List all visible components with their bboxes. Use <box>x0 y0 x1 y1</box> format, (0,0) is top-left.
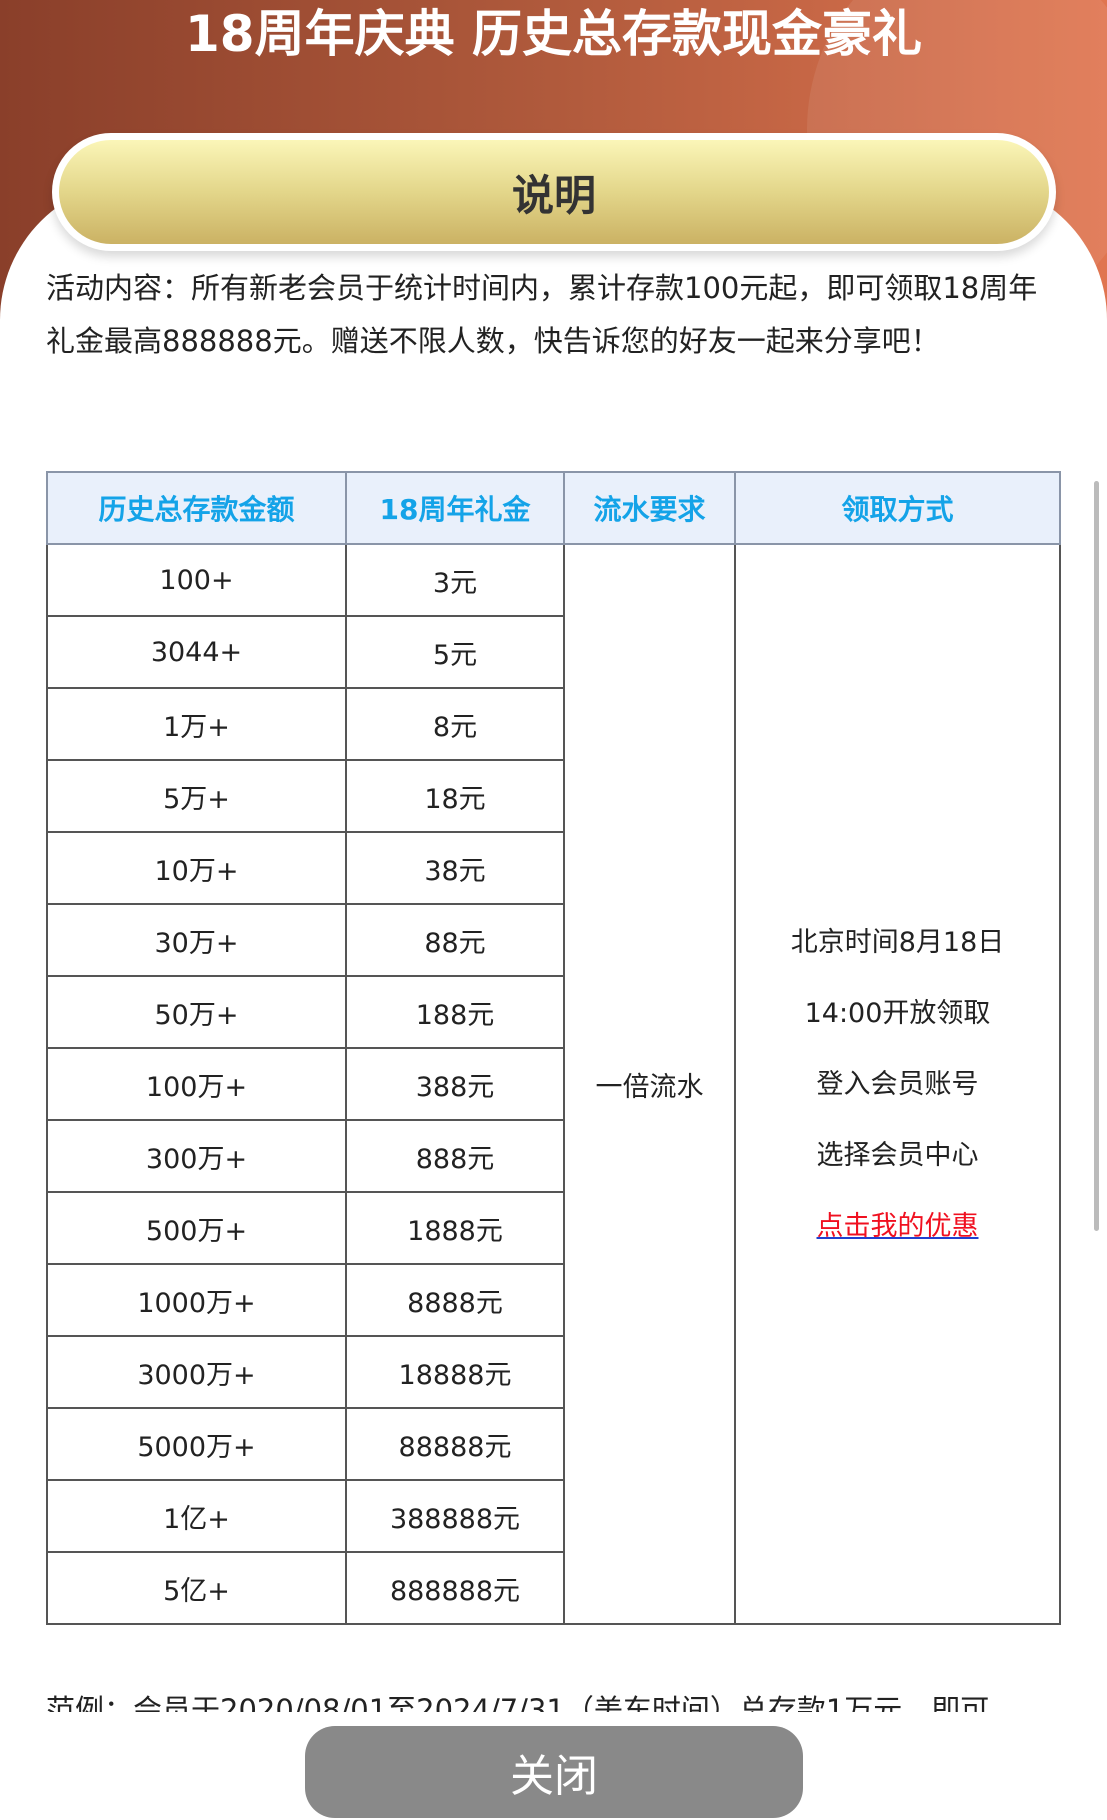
deposit-cell: 100万+ <box>46 1047 347 1121</box>
tab-description[interactable]: 说明 <box>52 133 1056 251</box>
bonus-cell: 3元 <box>345 543 565 617</box>
table-row: 1000万+ 8888元 <box>46 1263 1060 1337</box>
deposit-cell: 5000万+ <box>46 1407 347 1481</box>
table-row: 500万+ 1888元 <box>46 1191 1060 1265</box>
deposit-cell: 500万+ <box>46 1191 347 1265</box>
header-turnover: 流水要求 <box>563 471 736 545</box>
deposit-cell: 100+ <box>46 543 347 617</box>
bonus-cell: 1888元 <box>345 1191 565 1265</box>
bonus-cell: 38元 <box>345 831 565 905</box>
claim-step: 登入会员账号 <box>816 1068 979 1100</box>
table-row: 1亿+ 388888元 <box>46 1479 1060 1553</box>
table-row: 30万+ 88元 <box>46 903 1060 977</box>
table-row: 3044+ 5元 <box>46 615 1060 689</box>
bonus-cell: 88元 <box>345 903 565 977</box>
header-claim: 领取方式 <box>734 471 1061 545</box>
deposit-cell: 5亿+ <box>46 1551 347 1625</box>
deposit-cell: 1000万+ <box>46 1263 347 1337</box>
bonus-cell: 8元 <box>345 687 565 761</box>
page-title: 18周年庆典 历史总存款现金豪礼 <box>185 5 922 63</box>
scrollbar[interactable] <box>1094 481 1099 1231</box>
table-row: 1万+ 8元 <box>46 687 1060 761</box>
bonus-cell: 5元 <box>345 615 565 689</box>
bonus-cell: 888元 <box>345 1119 565 1193</box>
deposit-cell: 300万+ <box>46 1119 347 1193</box>
table-row: 50万+ 188元 <box>46 975 1060 1049</box>
bonus-cell: 18元 <box>345 759 565 833</box>
header-bonus: 18周年礼金 <box>345 471 565 545</box>
deposit-cell: 50万+ <box>46 975 347 1049</box>
deposit-cell: 1万+ <box>46 687 347 761</box>
claim-step: 北京时间8月18日 <box>790 926 1005 958</box>
tab-label: 说明 <box>59 140 1049 244</box>
activity-description: 活动内容：所有新老会员于统计时间内，累计存款100元起，即可领取18周年礼金最高… <box>46 271 1038 358</box>
claim-cell: 北京时间8月18日 14:00开放领取 登入会员账号 选择会员中心 点击我的优惠 <box>734 543 1061 1625</box>
deposit-cell: 3000万+ <box>46 1335 347 1409</box>
bonus-cell: 18888元 <box>345 1335 565 1409</box>
header-deposit: 历史总存款金额 <box>46 471 347 545</box>
turnover-cell: 一倍流水 <box>563 543 736 1625</box>
table-row: 300万+ 888元 <box>46 1119 1060 1193</box>
bonus-cell: 388888元 <box>345 1479 565 1553</box>
claim-step: 14:00开放领取 <box>804 997 991 1029</box>
bonus-cell: 388元 <box>345 1047 565 1121</box>
bonus-cell: 8888元 <box>345 1263 565 1337</box>
example-text: 范例：会员于2020/08/01至2024/7/31（美东时间）总存款1万元，即… <box>46 1693 990 1712</box>
close-button[interactable]: 关闭 <box>305 1726 803 1818</box>
my-offers-link[interactable]: 点击我的优惠 <box>816 1210 979 1242</box>
bonus-cell: 88888元 <box>345 1407 565 1481</box>
table-row: 5亿+ 888888元 <box>46 1551 1060 1625</box>
claim-step: 选择会员中心 <box>816 1139 979 1171</box>
table-row: 100万+ 388元 <box>46 1047 1060 1121</box>
deposit-cell: 5万+ <box>46 759 347 833</box>
deposit-cell: 10万+ <box>46 831 347 905</box>
table-row: 5000万+ 88888元 <box>46 1407 1060 1481</box>
deposit-cell: 30万+ <box>46 903 347 977</box>
deposit-cell: 3044+ <box>46 615 347 689</box>
table-row: 100+ 3元 一倍流水 北京时间8月18日 14:00开放领取 登入会员账号 选择会员中心… <box>46 543 1061 1625</box>
table-row: 5万+ 18元 <box>46 759 1060 833</box>
reward-table: 历史总存款金额 18周年礼金 流水要求 领取方式 100+ 3元 一倍流水 北京时间8… <box>46 471 1061 1625</box>
bonus-cell: 188元 <box>345 975 565 1049</box>
table-row: 10万+ 38元 <box>46 831 1060 905</box>
bonus-cell: 888888元 <box>345 1551 565 1625</box>
table-row: 3000万+ 18888元 <box>46 1335 1060 1409</box>
deposit-cell: 1亿+ <box>46 1479 347 1553</box>
